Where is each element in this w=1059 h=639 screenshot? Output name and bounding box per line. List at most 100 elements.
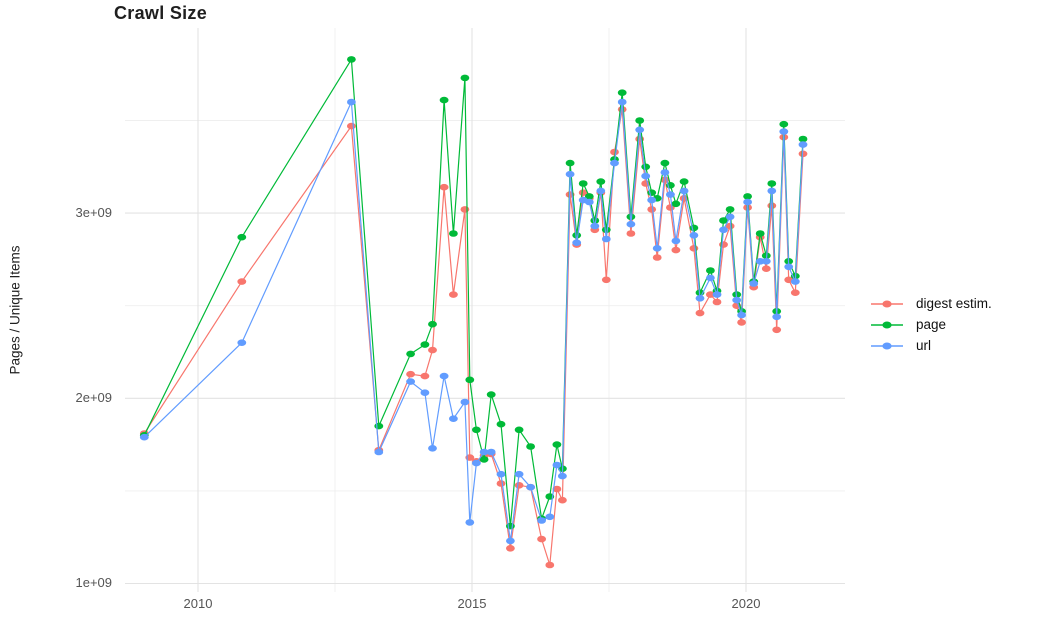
- digest-legend-key-icon: [871, 300, 903, 307]
- data-point: [565, 170, 575, 178]
- data-point: [558, 472, 567, 480]
- data-point: [706, 267, 715, 274]
- data-point: [772, 313, 782, 321]
- data-point: [772, 326, 782, 334]
- data-point: [449, 291, 458, 298]
- url-legend-key-icon: [871, 342, 903, 349]
- data-point: [526, 443, 535, 450]
- data-point: [749, 280, 759, 287]
- data-point: [712, 291, 722, 298]
- data-point: [428, 346, 437, 354]
- data-point: [617, 89, 627, 96]
- data-point: [347, 122, 356, 130]
- data-point: [647, 206, 657, 213]
- data-point: [139, 433, 149, 441]
- data-point: [719, 241, 728, 248]
- data-point: [626, 220, 636, 228]
- data-point: [596, 187, 606, 195]
- data-point: [755, 258, 765, 265]
- data-point: [641, 172, 651, 180]
- chart-title: Crawl Size: [114, 3, 208, 23]
- data-point: [472, 426, 481, 434]
- data-point: [565, 159, 575, 167]
- data-point: [537, 535, 546, 543]
- data-point: [578, 189, 588, 196]
- data-point: [601, 226, 611, 234]
- data-point: [635, 117, 645, 124]
- data-point: [761, 258, 771, 265]
- data-point: [755, 230, 765, 237]
- legend-label-digest: digest estim.: [916, 296, 992, 311]
- data-point: [460, 398, 470, 406]
- data-point: [439, 183, 449, 191]
- data-point: [374, 422, 384, 430]
- data-point: [725, 206, 735, 213]
- data-point: [679, 178, 689, 185]
- data-point: [647, 196, 657, 204]
- legend-item-url: url: [870, 335, 992, 356]
- data-point: [465, 376, 475, 384]
- x-tick-2010: 2010: [183, 596, 213, 611]
- legend-item-digest: digest estim.: [870, 293, 992, 314]
- data-point: [671, 237, 681, 245]
- data-point: [737, 319, 746, 326]
- data-point: [486, 391, 496, 398]
- data-point: [347, 56, 356, 63]
- legend-label-url: url: [916, 338, 932, 353]
- data-point: [420, 372, 430, 380]
- data-point: [706, 291, 715, 298]
- y-tick-1e09: 1e+09: [75, 575, 112, 590]
- data-point: [572, 239, 582, 246]
- data-point: [406, 350, 415, 358]
- data-point: [472, 459, 481, 467]
- data-point: [486, 448, 496, 456]
- data-point: [514, 426, 524, 434]
- y-tick-2e09: 2e+09: [75, 390, 112, 405]
- data-point: [460, 206, 470, 213]
- data-point: [679, 187, 689, 195]
- data-point: [647, 189, 657, 196]
- data-point: [506, 537, 515, 545]
- data-point: [695, 309, 705, 317]
- data-point: [743, 198, 752, 206]
- data-point: [237, 233, 247, 241]
- data-point: [706, 274, 715, 282]
- data-point: [719, 217, 728, 224]
- data-point: [552, 441, 562, 448]
- data-point: [406, 370, 415, 378]
- data-point: [537, 517, 546, 524]
- data-point: [617, 98, 627, 106]
- data-point: [767, 187, 777, 195]
- data-point: [660, 169, 670, 176]
- data-point: [406, 378, 415, 385]
- gridlines: [125, 28, 845, 592]
- data-point: [420, 341, 430, 348]
- data-point: [641, 163, 651, 171]
- data-point: [479, 456, 489, 463]
- data-point: [761, 265, 771, 273]
- data-point: [596, 178, 606, 185]
- data-point: [514, 482, 524, 489]
- data-point: [545, 561, 555, 569]
- data-point: [671, 246, 681, 254]
- data-point: [578, 180, 588, 187]
- data-point: [689, 232, 699, 239]
- data-point: [449, 230, 458, 237]
- data-point: [572, 232, 582, 239]
- page-legend-key-icon: [871, 321, 903, 328]
- data-point: [601, 276, 611, 284]
- data-point: [590, 222, 600, 230]
- series-digest-estim-: [139, 106, 808, 569]
- data-point: [558, 496, 567, 504]
- data-point: [496, 480, 506, 487]
- data-point: [666, 191, 675, 198]
- data-point: [732, 296, 742, 304]
- data-point: [671, 200, 681, 208]
- legend-item-page: page: [870, 314, 992, 335]
- data-point: [725, 213, 735, 221]
- data-point: [626, 230, 636, 237]
- data-point: [449, 415, 458, 423]
- data-point: [460, 74, 470, 82]
